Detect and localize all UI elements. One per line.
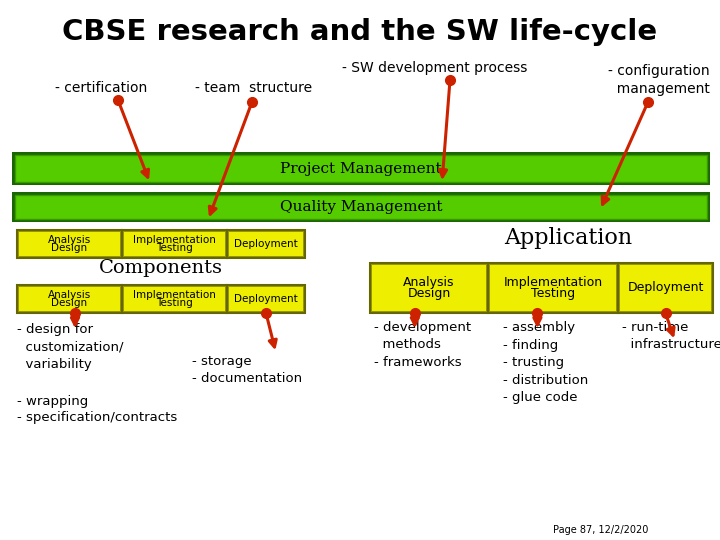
Text: Page 87, 12/2/2020: Page 87, 12/2/2020 — [553, 525, 649, 535]
Text: Project Management: Project Management — [280, 161, 442, 176]
Bar — [17, 230, 122, 258]
Bar — [372, 265, 486, 311]
Text: - configuration
  management: - configuration management — [608, 64, 710, 96]
Bar — [370, 263, 488, 313]
Text: - storage
- documentation: - storage - documentation — [192, 355, 302, 386]
Bar — [19, 232, 120, 256]
Text: - wrapping: - wrapping — [17, 395, 89, 408]
Bar — [227, 230, 305, 258]
Bar — [229, 287, 303, 311]
Bar — [19, 287, 120, 311]
Bar — [229, 232, 303, 256]
Text: - specification/contracts: - specification/contracts — [17, 411, 177, 424]
Bar — [15, 155, 707, 182]
Text: Deployment: Deployment — [627, 281, 703, 294]
Text: Components: Components — [99, 259, 223, 277]
Bar — [12, 192, 710, 222]
Bar — [620, 265, 711, 311]
Bar — [124, 287, 225, 311]
Text: Analysis: Analysis — [48, 289, 91, 300]
Bar — [618, 263, 713, 313]
Bar — [12, 152, 710, 185]
Text: Design: Design — [51, 244, 88, 253]
Text: Implementation: Implementation — [133, 235, 216, 245]
Text: Analysis: Analysis — [403, 276, 455, 289]
Text: - certification: - certification — [55, 81, 148, 95]
Bar — [122, 285, 227, 313]
Text: - SW development process: - SW development process — [342, 61, 528, 75]
Bar — [227, 285, 305, 313]
Text: - team  structure: - team structure — [195, 81, 312, 95]
Bar — [17, 285, 122, 313]
Text: Implementation: Implementation — [133, 289, 216, 300]
Bar — [15, 195, 707, 219]
Text: CBSE research and the SW life-cycle: CBSE research and the SW life-cycle — [63, 18, 657, 46]
Text: Testing: Testing — [156, 244, 193, 253]
Text: - run-time
  infrastructures: - run-time infrastructures — [622, 321, 720, 352]
Text: Analysis: Analysis — [48, 235, 91, 245]
Text: Design: Design — [408, 287, 451, 300]
Bar — [488, 263, 618, 313]
Text: - assembly
- finding
- trusting
- distribution
- glue code: - assembly - finding - trusting - distri… — [503, 321, 588, 404]
Text: Testing: Testing — [531, 287, 575, 300]
Bar — [122, 230, 227, 258]
Text: Design: Design — [51, 298, 88, 308]
Text: Deployment: Deployment — [234, 239, 298, 249]
Text: Testing: Testing — [156, 298, 193, 308]
Text: - development
  methods
- frameworks: - development methods - frameworks — [374, 321, 471, 369]
Bar — [490, 265, 616, 311]
Bar — [124, 232, 225, 256]
Text: Implementation: Implementation — [503, 276, 603, 289]
Text: Quality Management: Quality Management — [280, 200, 442, 214]
Text: Deployment: Deployment — [234, 294, 298, 304]
Text: - design for
  customization/
  variability: - design for customization/ variability — [17, 323, 124, 371]
Text: Application: Application — [504, 227, 632, 249]
